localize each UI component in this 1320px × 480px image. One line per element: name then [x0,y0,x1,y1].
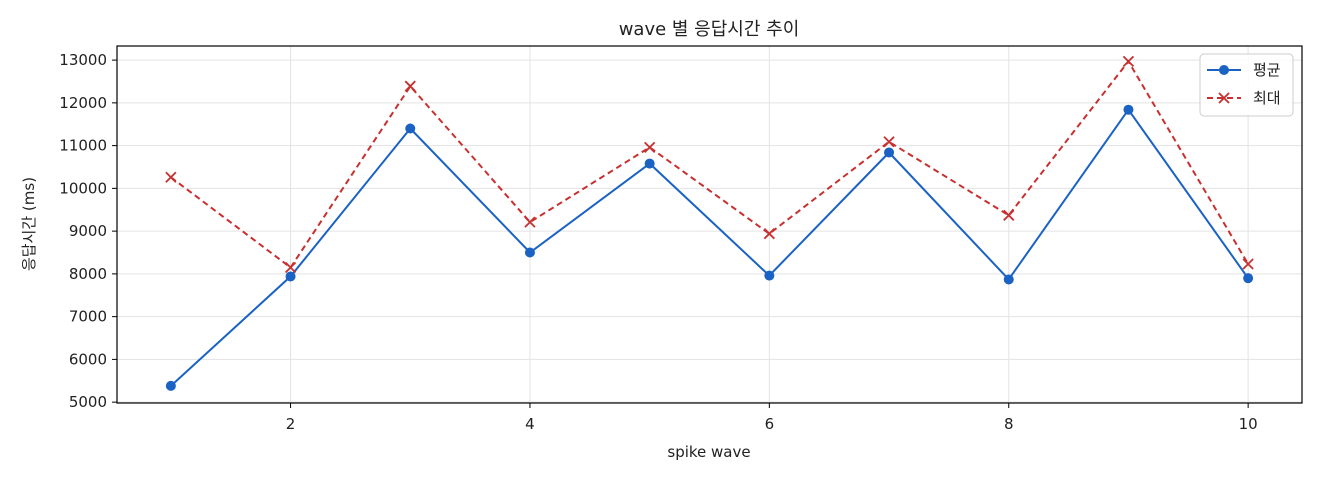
data-point-max [1003,209,1015,221]
plot-frame [116,45,1303,404]
legend-label-max: 최대 [1253,89,1281,107]
data-point-average [1123,104,1134,115]
x-tick-label: 6 [765,415,775,433]
data-point-max [524,216,536,228]
x-tick-label: 10 [1239,415,1258,433]
y-tick-label: 6000 [69,350,107,368]
data-point-max [165,171,177,183]
y-tick-label: 7000 [69,308,107,326]
legend: 평균 최대 [1199,53,1294,117]
grid [117,46,1302,403]
y-tick-label: 13000 [59,51,107,69]
y-tick-label: 10000 [59,179,107,197]
series-layer [165,55,1254,391]
y-tick-label: 8000 [69,265,107,283]
x-tick-label: 4 [525,415,535,433]
y-tick-label: 5000 [69,393,107,411]
chart-title: wave 별 응답시간 추이 [619,19,800,40]
data-point-max [763,228,775,240]
data-point-max [404,80,416,92]
data-point-average [884,147,895,158]
series-line-average [170,107,1249,387]
legend-marker-max [1218,92,1230,104]
series-line-max [170,59,1249,269]
y-tick-label: 11000 [59,137,107,155]
data-point-average [1243,273,1254,284]
data-point-average [285,271,296,282]
legend-label-average: 평균 [1253,61,1281,79]
y-tick-label: 9000 [69,222,107,240]
y-tick-label: 12000 [59,94,107,112]
x-axis-label: spike wave [667,443,750,461]
x-tick-label: 8 [1004,415,1014,433]
x-tick-label: 2 [286,415,296,433]
data-point-average [764,270,775,281]
data-point-max [644,141,656,153]
data-point-average [1003,274,1014,285]
data-point-max [1122,55,1135,68]
data-point-average [405,123,416,134]
y-axis-label: 응답시간 (ms) [20,177,38,271]
legend-marker-average [1219,65,1229,75]
data-point-average [165,380,176,391]
data-point-max [284,261,297,274]
data-point-max [1242,258,1254,270]
data-point-average [524,247,535,258]
data-point-max [883,136,895,148]
axes: 2 4 6 8 10 5000 6000 7000 8000 9000 10000 11000 1200… [59,51,1257,433]
data-point-average [644,158,655,169]
